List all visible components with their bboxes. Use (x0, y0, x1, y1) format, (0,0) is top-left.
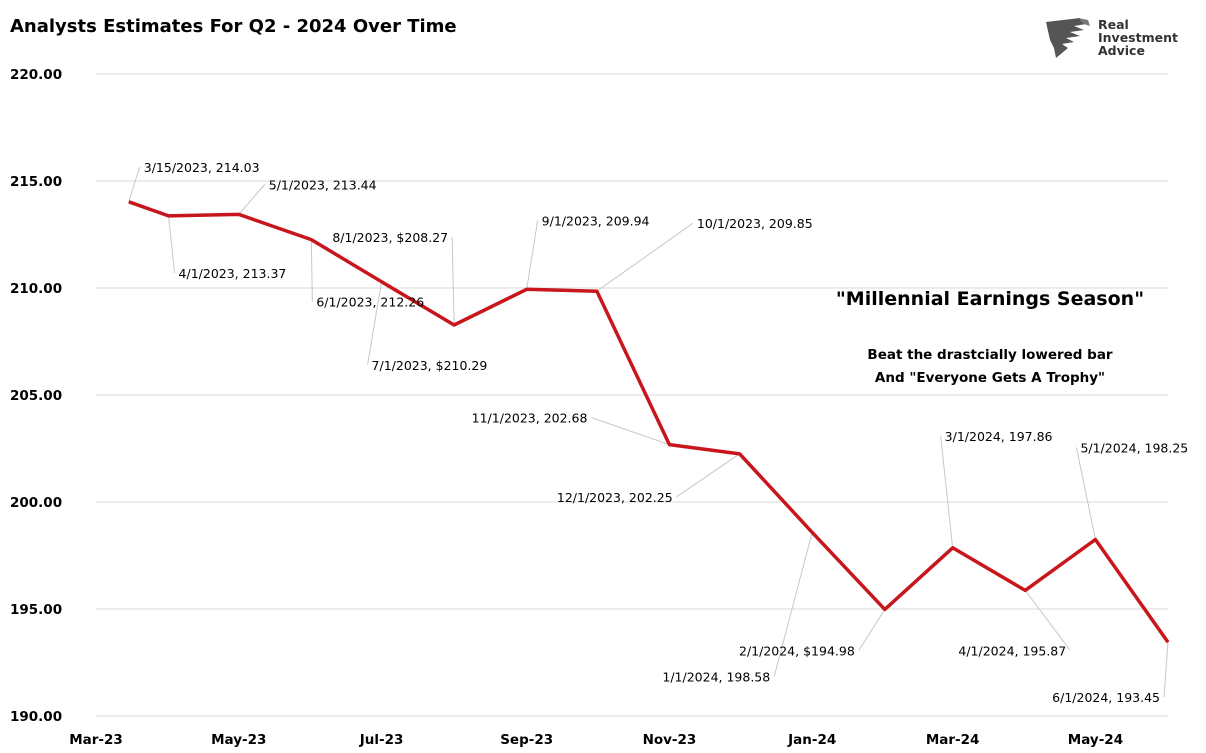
label-leader-line (1163, 642, 1169, 698)
x-tick-label: Mar-23 (69, 732, 123, 748)
data-label: 8/1/2023, $208.27 (332, 230, 448, 245)
label-leader-line (596, 222, 694, 292)
label-leader-line (367, 281, 383, 365)
data-label: 3/1/2024, 197.86 (945, 429, 1053, 444)
data-label: 3/15/2023, 214.03 (144, 160, 260, 175)
y-tick-label: 205.00 (10, 388, 62, 404)
label-leader-line (773, 532, 813, 677)
series-line (128, 200, 1170, 644)
data-label: 11/1/2023, 202.68 (472, 411, 588, 426)
data-label: 12/1/2023, 202.25 (557, 490, 673, 505)
chart-title: Analysts Estimates For Q2 - 2024 Over Ti… (10, 16, 457, 37)
data-label: 5/1/2024, 198.25 (1080, 440, 1188, 455)
label-leader-line (238, 184, 266, 215)
label-leader-line (591, 417, 670, 446)
data-label: 10/1/2023, 209.85 (697, 216, 813, 231)
annotation-subtext: Beat the drastcially lowered bar And "Ev… (840, 344, 1140, 390)
label-leader-line (128, 166, 141, 202)
x-tick-label: Sep-23 (500, 732, 553, 748)
y-axis: 190.00 195.00 200.00 205.00 210.00 215.00 220.… (10, 67, 62, 725)
logo-text: Real Investment Advice (1098, 18, 1178, 57)
x-tick-label: May-23 (211, 732, 266, 748)
x-axis: Mar-23 May-23 Jul-23 Sep-23 Nov-23 Jan-24 Mar-… (69, 732, 1123, 748)
label-leader-line (858, 609, 886, 651)
data-label: 2/1/2024, $194.98 (739, 643, 855, 658)
data-label: 1/1/2024, 198.58 (662, 669, 770, 684)
data-label: 7/1/2023, $210.29 (372, 358, 488, 373)
y-tick-label: 195.00 (10, 602, 62, 618)
y-tick-label: 215.00 (10, 174, 62, 190)
annotation-line-1: Beat the drastcially lowered bar (867, 347, 1113, 363)
data-label: 4/1/2023, 213.37 (179, 266, 287, 281)
x-tick-label: May-24 (1068, 732, 1123, 748)
logo-line-2: Investment (1098, 30, 1178, 45)
x-tick-label: Nov-23 (643, 732, 697, 748)
gridlines (96, 73, 1168, 717)
label-leader-line (526, 220, 539, 290)
data-label: 6/1/2023, 212.26 (316, 295, 424, 310)
eagle-logo-icon (1046, 18, 1090, 58)
label-leader-line (168, 215, 176, 273)
data-label: 4/1/2024, 195.87 (958, 643, 1066, 658)
brand-logo: Real Investment Advice (1040, 12, 1200, 68)
x-tick-label: Jan-24 (787, 732, 836, 748)
x-tick-label: Mar-24 (926, 732, 980, 748)
y-tick-label: 220.00 (10, 67, 62, 83)
data-label: 5/1/2023, 213.44 (269, 177, 377, 192)
label-leader-line (1024, 590, 1071, 651)
logo-line-1: Real (1098, 17, 1129, 32)
label-leader-line (310, 239, 313, 302)
y-tick-label: 190.00 (10, 709, 62, 725)
data-labels: 3/15/2023, 214.03 4/1/2023, 213.37 5/1/202… (144, 160, 1189, 705)
y-tick-label: 210.00 (10, 281, 62, 297)
label-leader-lines (128, 166, 1169, 698)
x-tick-label: Jul-23 (359, 732, 404, 748)
logo-line-3: Advice (1098, 43, 1145, 58)
data-label: 9/1/2023, 209.94 (542, 213, 650, 228)
y-tick-label: 200.00 (10, 495, 62, 511)
label-leader-line (676, 453, 740, 498)
annotation-headline: "Millennial Earnings Season" (835, 288, 1145, 310)
label-leader-line (940, 435, 954, 548)
label-leader-line (1075, 447, 1096, 540)
label-leader-line (451, 237, 455, 326)
data-label: 6/1/2024, 193.45 (1052, 690, 1160, 705)
series-layer (128, 200, 1170, 644)
annotation-line-2: And "Everyone Gets A Trophy" (874, 370, 1106, 386)
